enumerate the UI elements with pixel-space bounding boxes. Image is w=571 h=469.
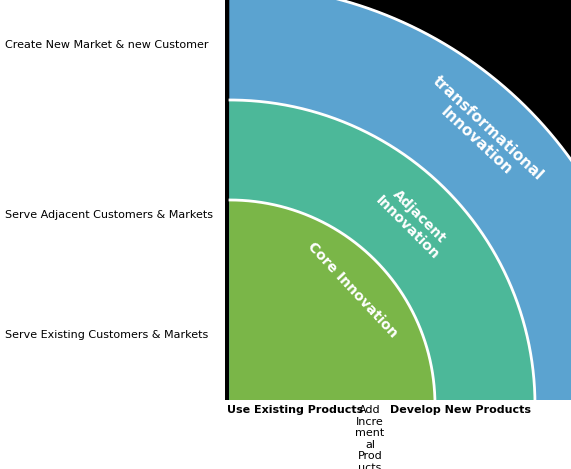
- Bar: [0, 0, 225, 469]
- Polygon shape: [230, 0, 571, 405]
- Text: transformational
Innovation: transformational Innovation: [418, 73, 546, 196]
- Text: Serve Existing Customers & Markets: Serve Existing Customers & Markets: [5, 330, 208, 340]
- Text: Core Innovation: Core Innovation: [305, 240, 401, 341]
- Polygon shape: [230, 100, 535, 405]
- Text: Adjacent
Innovation: Adjacent Innovation: [373, 182, 453, 262]
- Text: Use Existing Products: Use Existing Products: [227, 405, 363, 415]
- Text: Add
Incre
ment
al
Prod
ucts: Add Incre ment al Prod ucts: [355, 405, 385, 469]
- Polygon shape: [230, 200, 435, 405]
- Text: Create New Market & new Customer: Create New Market & new Customer: [5, 40, 208, 50]
- Bar: [0, 400, 571, 469]
- Text: Serve Adjacent Customers & Markets: Serve Adjacent Customers & Markets: [5, 210, 213, 220]
- Text: Develop New Products: Develop New Products: [389, 405, 530, 415]
